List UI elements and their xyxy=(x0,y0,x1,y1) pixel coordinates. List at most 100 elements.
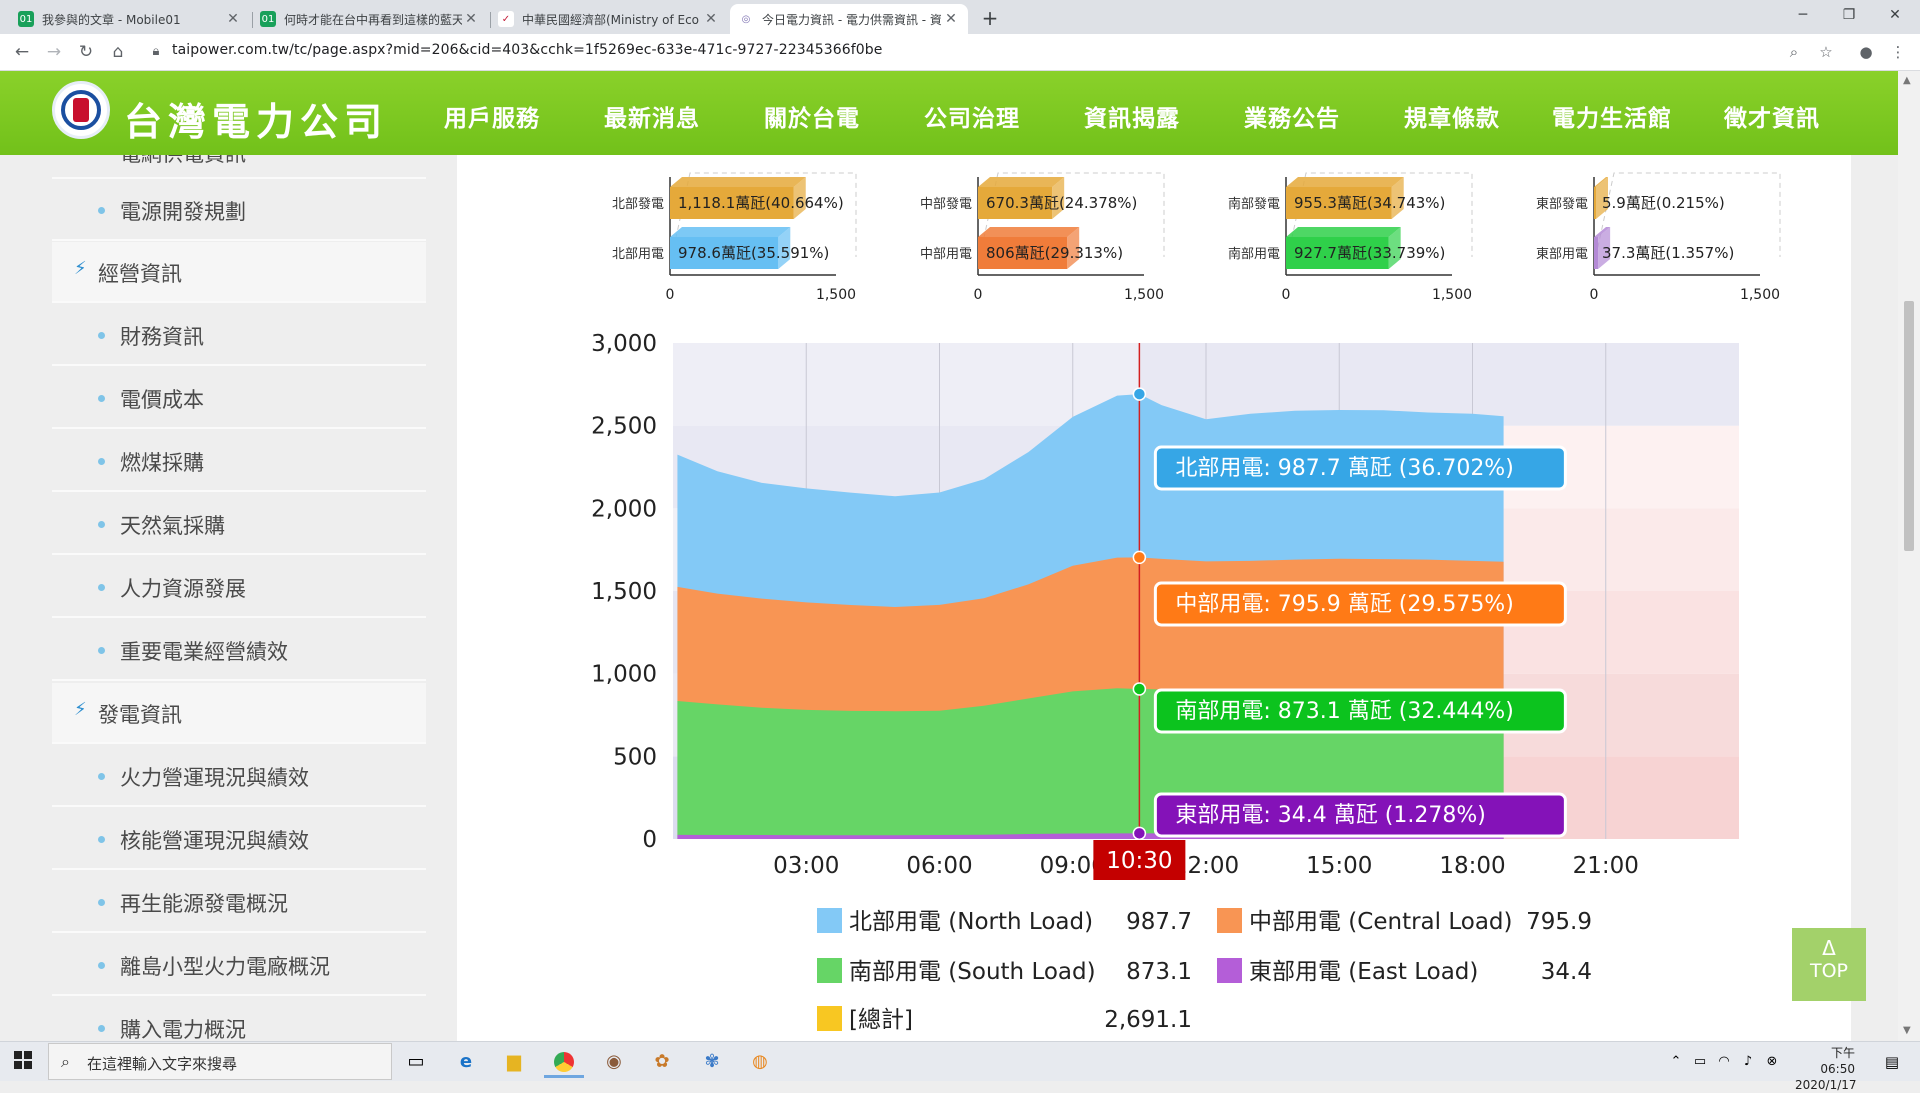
notifications-icon[interactable]: ▤ xyxy=(1884,1053,1900,1071)
tab-close-icon[interactable]: ✕ xyxy=(227,11,239,27)
star-icon[interactable]: ☆ xyxy=(1819,43,1833,61)
network-icon[interactable]: ◠ xyxy=(1718,1054,1730,1069)
sidebar-item-price-cost[interactable]: 電價成本 xyxy=(52,368,426,429)
bullet-icon xyxy=(98,332,105,339)
sidebar-item-coal[interactable]: 燃煤採購 xyxy=(52,431,426,492)
browser-tab[interactable]: ✓ 中華民國經濟部(Ministry of Eco ✕ xyxy=(490,4,728,34)
sidebar-section-label: 發電資訊 xyxy=(98,703,182,727)
legend-item[interactable]: 南部用電 (South Load) 873.1 xyxy=(817,958,1192,985)
reload-icon[interactable]: ↻ xyxy=(78,42,94,62)
zoom-icon[interactable]: ⌕ xyxy=(1789,43,1799,61)
hover-marker[interactable] xyxy=(1132,387,1147,401)
app-icon[interactable]: ✾ xyxy=(704,1051,720,1072)
blender-icon[interactable]: ◍ xyxy=(752,1051,768,1072)
tab-close-icon[interactable]: ✕ xyxy=(465,11,477,27)
new-tab-button[interactable]: + xyxy=(981,6,999,30)
menu-disclosure[interactable]: 資訊揭露 xyxy=(1084,106,1180,132)
file-explorer-icon[interactable]: ▆ xyxy=(507,1051,521,1072)
back-arrow-icon[interactable]: ← xyxy=(14,42,30,62)
windows-taskbar: ⌕ 在這裡輸入文字來搜尋 ▭ e ▆ ◉ ✿ ✾ ◍ ⌃ ▭ ◠ ♪ ⊗ 下午 … xyxy=(0,1041,1920,1092)
bullet-icon xyxy=(98,207,105,214)
task-view-icon[interactable]: ▭ xyxy=(407,1051,425,1072)
app-icon[interactable]: ◉ xyxy=(606,1051,622,1072)
y-tick-label: 2,000 xyxy=(591,496,657,522)
menu-about[interactable]: 關於台電 xyxy=(764,106,860,132)
legend-item[interactable]: 北部用電 (North Load) 987.7 xyxy=(817,908,1192,935)
tab-close-icon[interactable]: ✕ xyxy=(945,11,957,27)
back-to-top-button[interactable]: Δ TOP xyxy=(1792,928,1866,1001)
windows-start-icon[interactable] xyxy=(14,1051,32,1069)
tooltip: 中部用電: 795.9 萬瓩 (29.575%) xyxy=(1153,581,1567,627)
menu-careers[interactable]: 徵才資訊 xyxy=(1724,106,1820,132)
mini-bar-chart: 北部發電 1,118.1萬瓩(40.664%) 北部用電 978.6萬瓩(35.591… xyxy=(612,172,857,303)
menu-user-service[interactable]: 用戶服務 xyxy=(444,106,540,132)
legend-item[interactable]: 東部用電 (East Load) 34.4 xyxy=(1217,958,1592,985)
sidebar-item-finance[interactable]: 財務資訊 xyxy=(52,305,426,366)
scroll-up-icon[interactable]: ▲ xyxy=(1903,75,1911,86)
up-arrow-icon: Δ xyxy=(1822,936,1836,960)
hover-marker[interactable] xyxy=(1132,682,1147,696)
sidebar-item-power-development[interactable]: 電源開發規劃 xyxy=(52,180,426,241)
sidebar-item-hr[interactable]: 人力資源發展 xyxy=(52,557,426,618)
minimize-icon[interactable]: ─ xyxy=(1798,7,1808,23)
sidebar-item-partial[interactable]: 電網供電資訊 xyxy=(52,155,426,179)
address-bar[interactable]: taipower.com.tw/tc/page.aspx?mid=206&cid… xyxy=(172,42,883,58)
window-close-icon[interactable]: ✕ xyxy=(1889,7,1901,23)
home-icon[interactable]: ⌂ xyxy=(112,42,124,62)
sidebar-item-renewable[interactable]: 再生能源發電概況 xyxy=(52,872,426,933)
browser-tab[interactable]: 01 何時才能在台中再看到這樣的藍天 ✕ xyxy=(252,4,488,34)
taskbar-search-input[interactable]: ⌕ 在這裡輸入文字來搜尋 xyxy=(48,1043,392,1080)
sidebar-item-purchased[interactable]: 購入電力概況 xyxy=(52,998,426,1041)
menu-governance[interactable]: 公司治理 xyxy=(924,106,1020,132)
x-tick-label: 21:00 xyxy=(1573,853,1639,879)
tab-title: 中華民國經濟部(Ministry of Eco xyxy=(522,12,700,27)
tooltip: 東部用電: 34.4 萬瓩 (1.278%) xyxy=(1153,792,1567,838)
maximize-icon[interactable]: ❐ xyxy=(1842,7,1856,23)
app-icon[interactable]: ✿ xyxy=(654,1051,670,1072)
chrome-icon[interactable] xyxy=(544,1046,584,1078)
edge-icon[interactable]: e xyxy=(459,1051,473,1072)
sidebar-section-generation[interactable]: ⚡︎ 發電資訊 xyxy=(52,683,426,744)
forward-arrow-icon[interactable]: → xyxy=(46,42,62,62)
kebab-menu-icon[interactable]: ⋮ xyxy=(1890,43,1906,61)
data-label: 927.7萬瓩(33.739%) xyxy=(1294,244,1445,262)
lightning-icon: ⚡︎ xyxy=(74,258,87,279)
menu-announcements[interactable]: 業務公告 xyxy=(1244,106,1340,132)
scroll-down-icon[interactable]: ▼ xyxy=(1903,1025,1911,1036)
legend-swatch xyxy=(1217,958,1242,983)
browser-tab-active[interactable]: ◎ 今日電力資訊 - 電力供需資訊 - 資 ✕ xyxy=(730,4,968,34)
legend-item[interactable]: 中部用電 (Central Load) 795.9 xyxy=(1217,908,1592,935)
sidebar-item-performance[interactable]: 重要電業經營績效 xyxy=(52,620,426,681)
ime-icon[interactable]: ⊗ xyxy=(1766,1054,1778,1069)
legend-value: 2,691.1 xyxy=(1104,1007,1192,1033)
sidebar-item-gas[interactable]: 天然氣採購 xyxy=(52,494,426,555)
tray-icon[interactable]: ▭ xyxy=(1693,1054,1707,1069)
sidebar-item-label: 人力資源發展 xyxy=(120,577,246,601)
sidebar-section-operations[interactable]: ⚡︎ 經營資訊 xyxy=(52,242,426,303)
browser-tab[interactable]: 01 我參與的文章 - Mobile01 ✕ xyxy=(10,4,250,34)
top-label: TOP xyxy=(1809,960,1849,982)
page-scrollbar[interactable]: ▲ ▼ xyxy=(1898,71,1920,1041)
lock-icon[interactable]: 🔒︎ xyxy=(152,44,160,59)
menu-regulations[interactable]: 規章條款 xyxy=(1404,106,1500,132)
menu-power-life[interactable]: 電力生活館 xyxy=(1552,106,1672,132)
data-label: 806萬瓩(29.313%) xyxy=(986,244,1123,262)
tab-title: 今日電力資訊 - 電力供需資訊 - 資 xyxy=(762,12,942,27)
volume-icon[interactable]: ♪ xyxy=(1743,1054,1753,1069)
hover-marker[interactable] xyxy=(1132,550,1147,565)
sidebar-item-thermal[interactable]: 火力營運現況與績效 xyxy=(52,746,426,807)
tab-close-icon[interactable]: ✕ xyxy=(705,11,717,27)
sidebar-item-nuclear[interactable]: 核能營運現況與績效 xyxy=(52,809,426,870)
menu-news[interactable]: 最新消息 xyxy=(604,106,700,132)
tray-chevron-icon[interactable]: ⌃ xyxy=(1670,1054,1682,1069)
hover-marker[interactable] xyxy=(1132,826,1147,841)
site-brand[interactable]: 台灣電力公司 xyxy=(124,99,389,144)
taskbar-clock[interactable]: 下午 06:50 2020/1/17 xyxy=(1795,1045,1857,1093)
taipower-logo-icon[interactable] xyxy=(52,81,110,139)
sidebar-item-island[interactable]: 離島小型火力電廠概況 xyxy=(52,935,426,996)
scrollbar-thumb[interactable] xyxy=(1904,301,1914,551)
legend-item[interactable]: [總計] 2,691.1 xyxy=(817,1006,1192,1033)
profile-icon[interactable]: ● xyxy=(1859,43,1873,61)
bullet-icon xyxy=(98,395,105,402)
category-label: 南部發電 xyxy=(1228,196,1280,212)
